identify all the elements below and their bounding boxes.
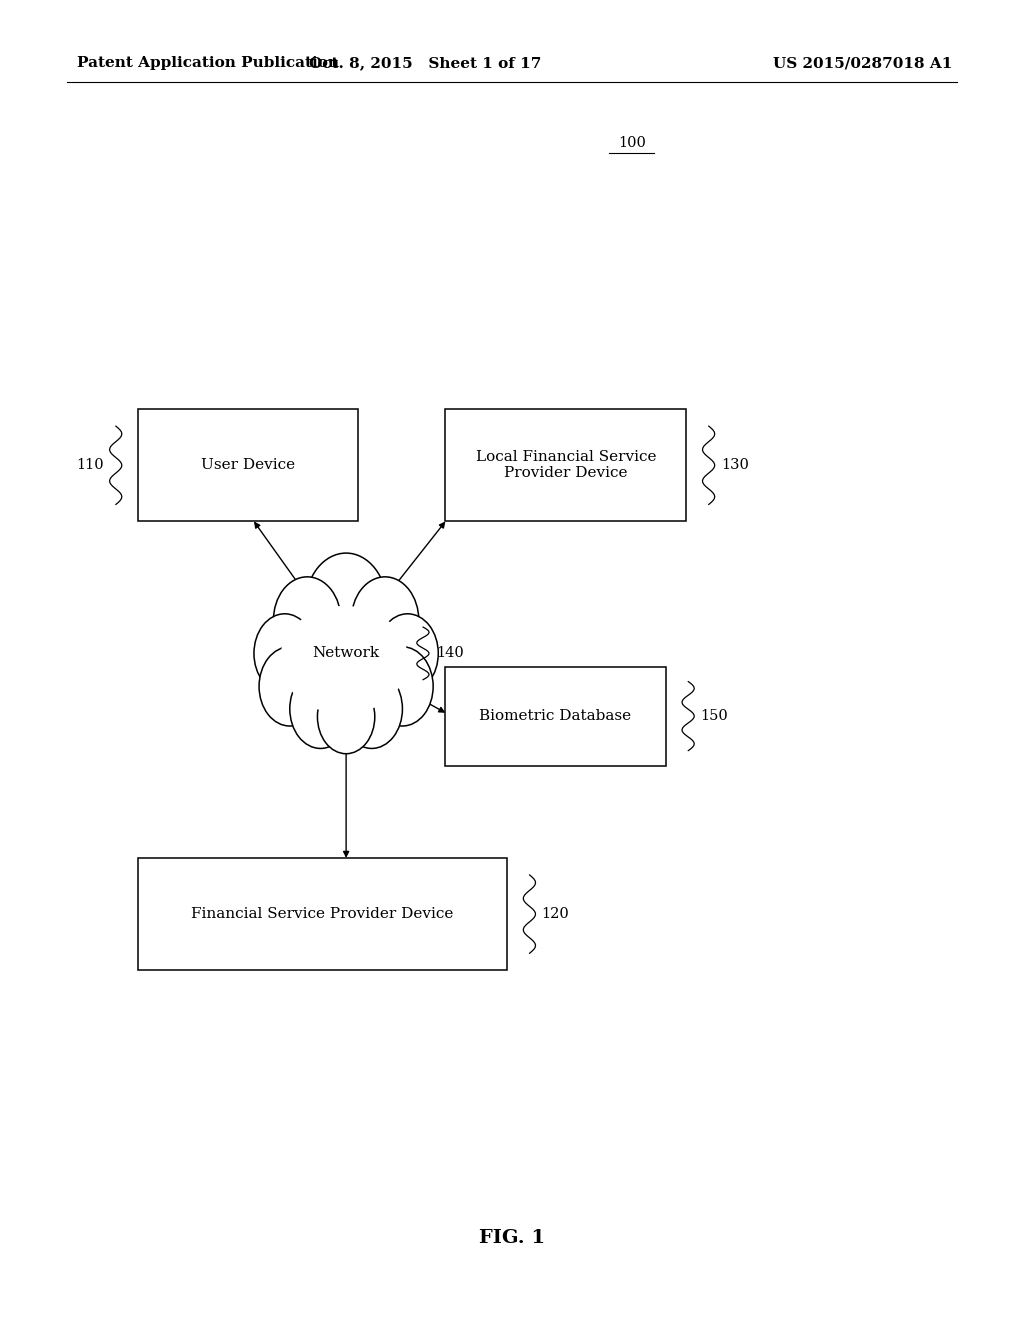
Text: 100: 100 <box>617 136 646 149</box>
Circle shape <box>341 669 402 748</box>
Text: 150: 150 <box>700 709 728 723</box>
Text: FIG. 1: FIG. 1 <box>479 1229 545 1247</box>
Text: Patent Application Publication: Patent Application Publication <box>77 57 339 70</box>
Text: 130: 130 <box>721 458 749 473</box>
Text: 110: 110 <box>76 458 103 473</box>
Circle shape <box>305 553 387 659</box>
Bar <box>445 409 686 521</box>
Circle shape <box>259 647 321 726</box>
Circle shape <box>273 577 341 664</box>
Text: Oct. 8, 2015   Sheet 1 of 17: Oct. 8, 2015 Sheet 1 of 17 <box>309 57 541 70</box>
Bar <box>138 858 507 970</box>
Text: 140: 140 <box>436 647 464 660</box>
Circle shape <box>254 614 315 693</box>
Text: Financial Service Provider Device: Financial Service Provider Device <box>191 907 454 921</box>
Bar <box>138 409 358 521</box>
Circle shape <box>351 577 419 664</box>
Text: Biometric Database: Biometric Database <box>479 709 632 723</box>
Text: User Device: User Device <box>202 458 295 473</box>
Circle shape <box>377 614 438 693</box>
Text: 120: 120 <box>542 907 569 921</box>
Circle shape <box>290 669 351 748</box>
Text: Network: Network <box>312 647 380 660</box>
Text: US 2015/0287018 A1: US 2015/0287018 A1 <box>773 57 952 70</box>
Bar <box>445 667 666 766</box>
Ellipse shape <box>281 606 408 714</box>
Circle shape <box>317 680 375 754</box>
Circle shape <box>372 647 433 726</box>
Ellipse shape <box>266 583 426 722</box>
Text: Local Financial Service
Provider Device: Local Financial Service Provider Device <box>475 450 656 480</box>
